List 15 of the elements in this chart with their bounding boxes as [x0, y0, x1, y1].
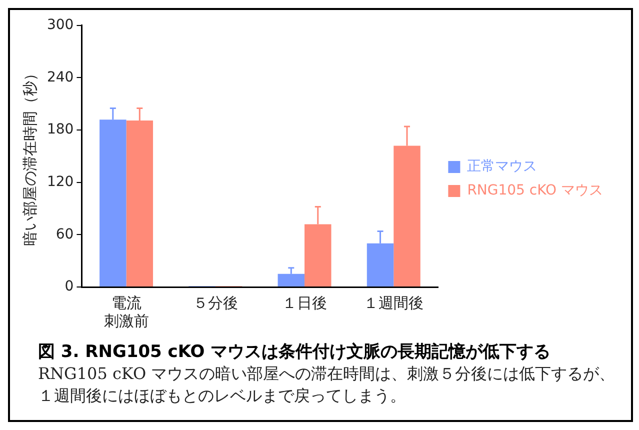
y-tick-label: 180: [46, 122, 74, 138]
text: RNG105 cKO マウスの暗い部屋への滞在時間は、刺激５分後には低下するが、１週間後にはほぼもとのレベルまで戻ってしまう。: [38, 363, 616, 408]
y-tick-label: 120: [46, 174, 74, 190]
legend-label: 正常マウス: [467, 158, 538, 175]
y-tick-label: 300: [46, 17, 74, 34]
y-tick-label: 240: [46, 69, 74, 86]
y-tick-label: 0: [64, 278, 74, 295]
x-tick-label: 電流刺激前: [104, 294, 149, 330]
text: 図 3. RNG105 cKO マウスは条件付け文脈の長期記憶が低下する: [38, 341, 552, 363]
y-tick-label: 60: [56, 226, 74, 242]
legend-label: RNG105 cKO マウス: [467, 182, 604, 199]
x-tick-label: ５分後: [192, 294, 238, 312]
y-axis-title: 暗い部屋の滞在時間（秒）: [20, 66, 39, 246]
x-tick-label: １日後: [282, 294, 328, 312]
x-tick-label: １週間後: [364, 294, 424, 312]
